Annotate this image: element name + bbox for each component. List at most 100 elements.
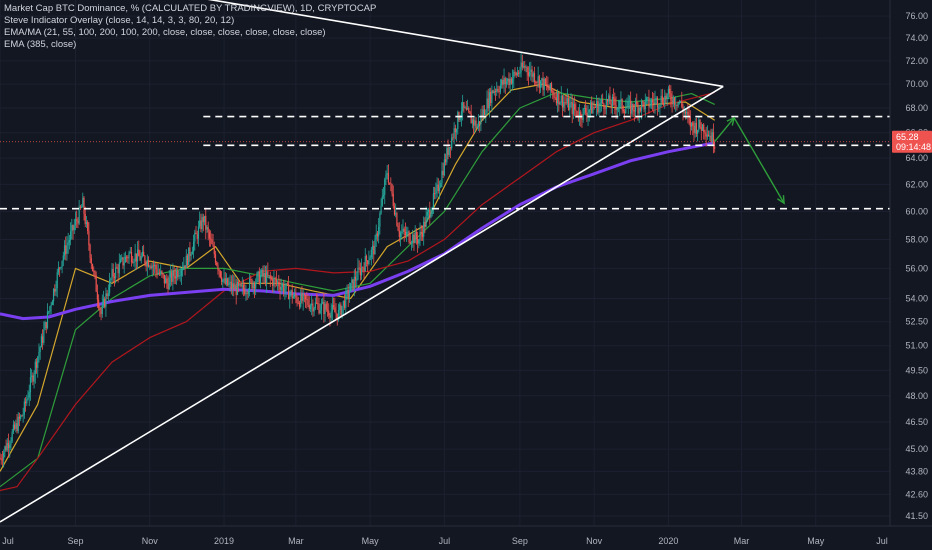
- candle-body: [253, 283, 256, 289]
- candle-body: [208, 232, 211, 239]
- candle-body: [347, 289, 349, 298]
- candle-body: [641, 100, 643, 111]
- candle-body: [559, 102, 561, 105]
- candle-body: [118, 262, 120, 274]
- candle-body: [119, 259, 122, 263]
- legend-indicator-ema-385[interactable]: EMA (385, close): [4, 39, 77, 50]
- candle-body: [94, 271, 96, 276]
- candle-body: [147, 259, 150, 267]
- candle-body: [445, 159, 447, 163]
- candle-body: [526, 67, 528, 73]
- candle-body: [364, 256, 366, 272]
- candle-body: [359, 268, 361, 276]
- candle-body: [659, 105, 661, 107]
- candle-body: [251, 279, 253, 289]
- candle-body: [171, 272, 173, 282]
- candle-body: [693, 125, 695, 134]
- candle-body: [297, 302, 299, 304]
- candle-body: [35, 361, 38, 368]
- candle-body: [100, 309, 102, 315]
- candle-body: [426, 212, 428, 216]
- x-tick-label: Mar: [288, 536, 304, 546]
- candle-body: [343, 300, 346, 308]
- candle-body: [133, 261, 135, 263]
- candle-body: [134, 253, 136, 262]
- candle-body: [704, 131, 706, 134]
- price-axis[interactable]: 76.0074.0072.0070.0068.0066.0064.0062.00…: [889, 0, 932, 550]
- candle-body: [66, 245, 68, 254]
- candle-body: [588, 109, 590, 113]
- candle-body: [32, 375, 34, 382]
- candle-body: [648, 97, 650, 107]
- candle-body: [258, 271, 260, 285]
- candle-body: [429, 209, 431, 218]
- candle-body: [168, 277, 170, 290]
- candle-body: [304, 295, 307, 300]
- candle-body: [365, 256, 368, 261]
- candle-body: [303, 293, 305, 296]
- candle-body: [161, 271, 163, 274]
- legend-indicator-ema-ma[interactable]: EMA/MA (21, 55, 100, 200, 100, 200, clos…: [4, 27, 326, 38]
- candle-body: [183, 265, 185, 270]
- candle-body: [319, 310, 321, 314]
- y-tick-label: 76.00: [905, 11, 928, 21]
- candle-body: [541, 78, 543, 81]
- candle-body: [311, 303, 313, 306]
- candle-body: [345, 291, 347, 308]
- candle-body: [454, 128, 456, 133]
- candle-body: [621, 99, 623, 110]
- candle-body: [335, 312, 337, 314]
- candle-body: [5, 446, 7, 451]
- candle-body: [471, 119, 473, 124]
- candle-body: [34, 361, 36, 375]
- candle-body: [485, 113, 487, 116]
- candle-body: [312, 303, 314, 312]
- candle-body: [645, 97, 648, 100]
- candle-body: [57, 267, 60, 273]
- candle-body: [205, 215, 207, 230]
- candle-body: [184, 265, 186, 268]
- candle-body: [430, 213, 432, 218]
- candle-body: [340, 304, 342, 316]
- candle-body: [622, 109, 624, 112]
- candle-body: [162, 273, 164, 275]
- candle-body: [284, 289, 286, 293]
- candle-body: [247, 291, 249, 294]
- candle-body: [453, 128, 455, 138]
- legend-indicator-steve[interactable]: Steve Indicator Overlay (close, 14, 14, …: [4, 15, 235, 26]
- x-tick-label: Jul: [2, 536, 14, 546]
- candle-body: [225, 278, 228, 284]
- y-tick-label: 56.00: [905, 263, 928, 273]
- candle-body: [384, 179, 386, 195]
- candle-body: [557, 92, 559, 104]
- candle-body: [598, 105, 600, 113]
- candle-body: [3, 452, 5, 460]
- candle-body: [510, 78, 512, 84]
- candle-body: [371, 245, 374, 250]
- candle-body: [180, 270, 183, 276]
- candle-body: [714, 146, 716, 149]
- candle-body: [317, 303, 319, 305]
- candle-body: [529, 71, 531, 76]
- candle-body: [172, 270, 174, 282]
- legend-symbol[interactable]: Market Cap BTC Dominance, % (CALCULATED …: [4, 3, 377, 14]
- time-axis[interactable]: Jul Sep Nov 2019 Mar May Jul Sep Nov 2020 Mar May Ju…: [0, 525, 932, 546]
- candle-body: [431, 207, 433, 214]
- candle-body: [48, 311, 50, 313]
- candle-body: [104, 298, 106, 308]
- candle-body: [399, 232, 402, 238]
- drawings[interactable]: [0, 0, 890, 523]
- candle-body: [636, 101, 638, 105]
- candle-body: [222, 279, 224, 282]
- candle-body: [441, 170, 443, 183]
- candle-body: [473, 119, 475, 126]
- candle-body: [59, 267, 61, 269]
- candle-body: [700, 127, 702, 131]
- candle-body: [667, 88, 670, 94]
- candle-body: [679, 101, 682, 103]
- candle-body: [592, 107, 594, 114]
- candle-body: [565, 102, 567, 104]
- candle-body: [435, 187, 437, 194]
